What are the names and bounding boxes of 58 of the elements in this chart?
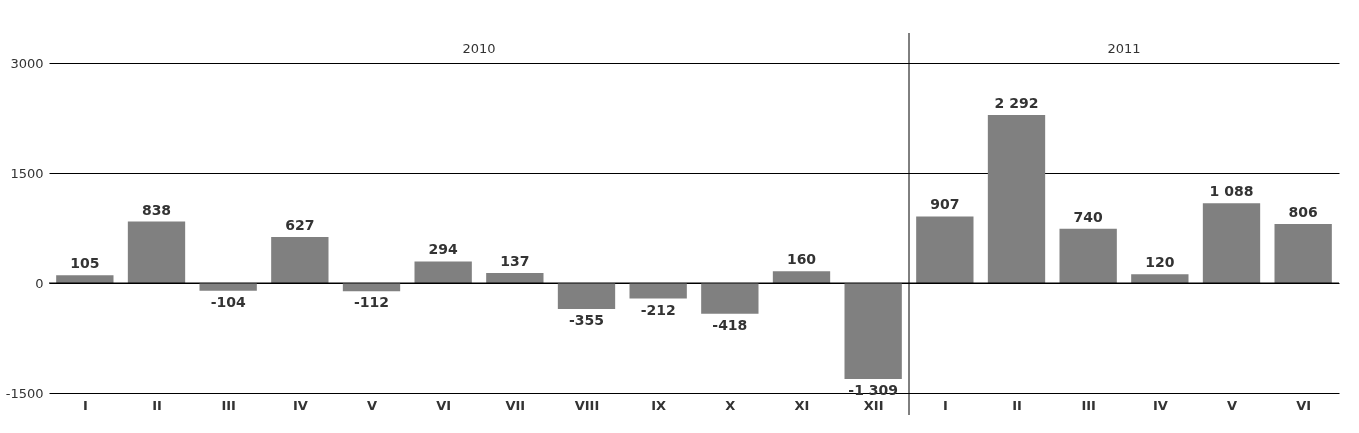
x-tick-label: VIII [574,397,600,413]
x-tick-label: V [1226,397,1238,413]
data-label: 105 [70,255,100,272]
data-label: 294 [428,241,459,258]
data-label: 740 [1073,208,1104,225]
data-label: -355 [568,312,605,329]
y-tick-label: -1500 [5,385,44,401]
x-tick-label: II [152,397,162,413]
data-label: 838 [141,201,172,218]
x-tick-label: XII [863,397,884,413]
bar [701,283,759,314]
bar [844,283,902,379]
bar [1059,228,1117,283]
x-tick-label: XI [794,397,810,413]
bar [127,221,186,283]
data-label: -104 [210,293,246,310]
x-tick-label: X [725,397,736,413]
bar [772,271,831,283]
x-tick-label: VI [436,397,452,413]
bar [271,237,329,283]
text: 2010 [462,41,496,56]
bar [987,114,1046,283]
y-tick-label: 1500 [10,165,44,181]
data-label: -112 [353,294,390,311]
bar [414,261,472,283]
bar [557,283,616,310]
x-tick-label: II [1012,397,1022,413]
data-label: 806 [1288,203,1318,220]
text: 2011 [1107,41,1141,56]
data-label: -418 [712,316,748,333]
x-tick-label: V [366,397,378,413]
bar [56,275,114,283]
x-tick-label: I [942,397,948,413]
bar [629,283,687,299]
data-label: 2 292 [994,94,1039,111]
bar [1274,223,1332,283]
data-label: 160 [786,251,817,268]
data-label: 1 088 [1209,183,1254,200]
bar [1202,203,1261,283]
x-tick-label: IV [1152,397,1168,413]
bar [199,283,257,291]
bar [486,272,544,283]
x-tick-label: III [221,397,236,413]
x-tick-label: I [82,397,88,413]
x-tick-label: IX [651,397,667,413]
bar [1131,274,1189,283]
x-tick-label: IV [292,397,308,413]
x-tick-label: III [1081,397,1096,413]
bar [916,216,974,283]
y-tick-label: 0 [35,275,44,291]
x-tick-label: VII [505,397,526,413]
data-label: 137 [500,252,530,269]
x-tick-label: VI [1296,397,1312,413]
data-label: -212 [640,301,676,318]
y-tick-label: 3000 [10,55,44,71]
data-label: 627 [285,217,315,234]
data-label: 120 [1145,254,1175,271]
data-label: 907 [930,196,960,213]
